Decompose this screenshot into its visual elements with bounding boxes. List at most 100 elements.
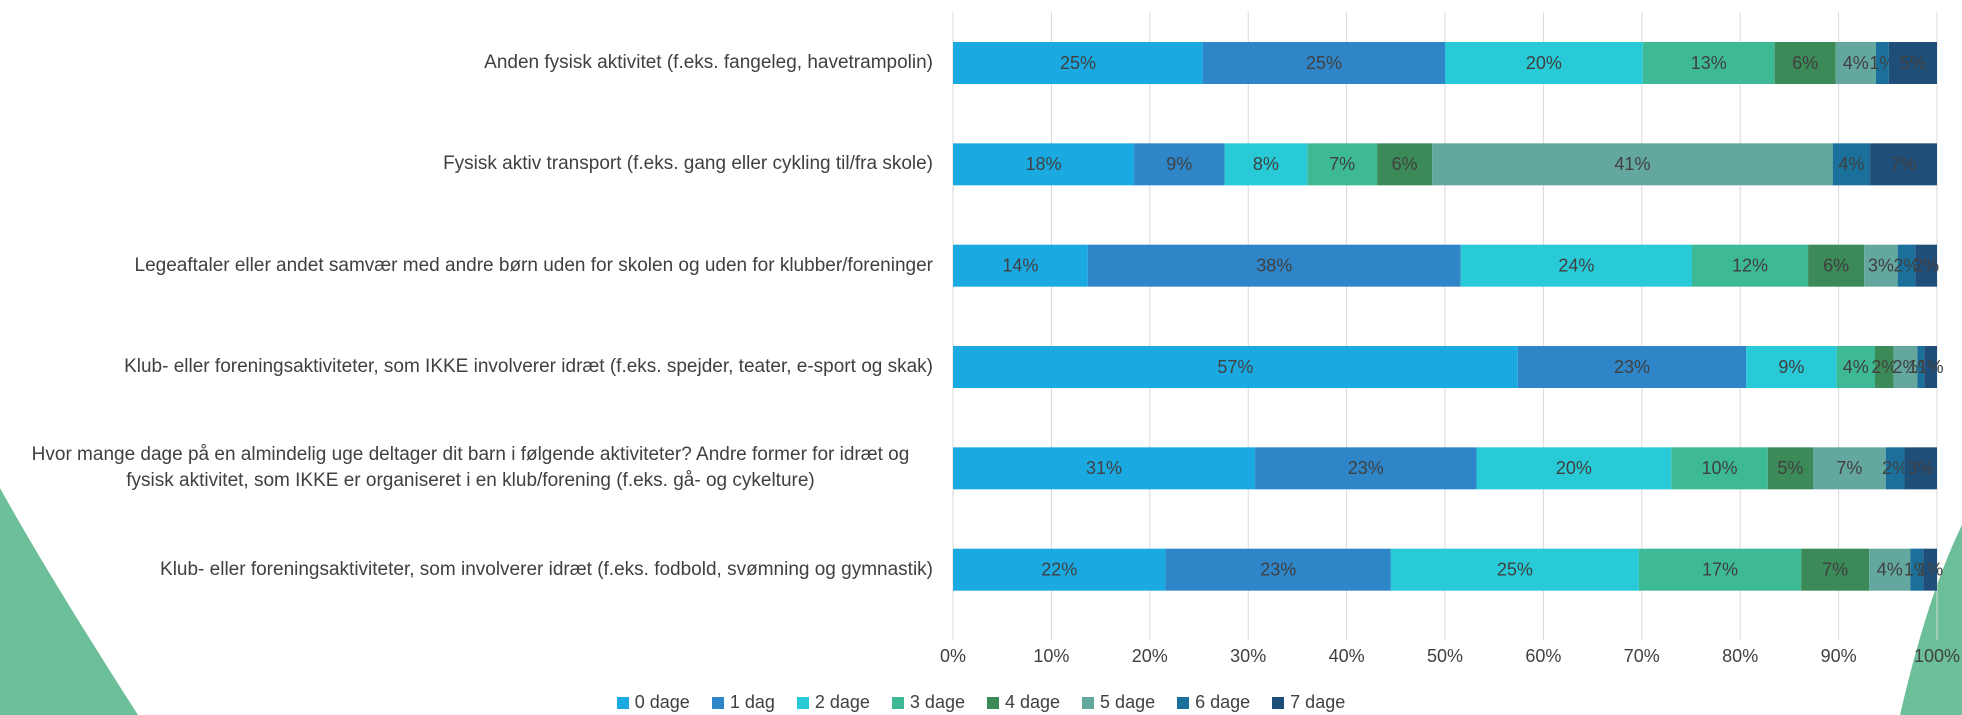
data-label: 17% bbox=[1702, 559, 1738, 579]
bar-segment bbox=[953, 42, 1203, 84]
data-label: 2% bbox=[1882, 458, 1908, 478]
bar-segment bbox=[1476, 447, 1672, 490]
bar-segment bbox=[953, 143, 1135, 186]
bar-segment bbox=[1835, 42, 1876, 84]
category-label: Klub- eller foreningsaktiviteter, som IK… bbox=[8, 337, 933, 397]
bar-segment bbox=[1869, 548, 1911, 591]
decoration bbox=[1900, 525, 1962, 715]
legend-item: 5 dage bbox=[1082, 692, 1155, 713]
bar-segment bbox=[1924, 346, 1937, 388]
bar-segment bbox=[1774, 42, 1836, 84]
bar-segment bbox=[1864, 244, 1898, 287]
bar-segment bbox=[1904, 447, 1937, 490]
bar-segment bbox=[1691, 244, 1809, 287]
bar-segment bbox=[1893, 346, 1918, 388]
bar-segment bbox=[1517, 346, 1747, 388]
bar-segment bbox=[953, 447, 1256, 490]
bar-segment bbox=[1307, 143, 1378, 186]
legend-item: 0 dage bbox=[616, 692, 690, 713]
data-label: 23% bbox=[1260, 559, 1296, 579]
bar-segment bbox=[1875, 346, 1894, 388]
bar-segment bbox=[1923, 548, 1937, 591]
legend-swatch bbox=[1177, 696, 1190, 709]
data-label: 1% bbox=[1918, 357, 1944, 377]
legend-item: 3 dage bbox=[891, 692, 965, 713]
legend-swatch bbox=[796, 696, 809, 709]
category-text: Anden fysisk aktivitet (f.eks. fangeleg,… bbox=[484, 52, 933, 73]
data-label: 7% bbox=[1822, 559, 1848, 579]
data-label: 6% bbox=[1792, 53, 1818, 73]
x-tick-label: 0% bbox=[940, 646, 966, 666]
data-label: 3% bbox=[1908, 458, 1934, 478]
category-text: Klub- eller foreningsaktiviteter, som in… bbox=[160, 558, 933, 580]
bar-segment bbox=[1808, 244, 1865, 287]
data-label: 6% bbox=[1392, 154, 1418, 174]
data-label: 25% bbox=[1306, 53, 1342, 73]
legend-swatch bbox=[891, 696, 904, 709]
data-label: 9% bbox=[1166, 154, 1192, 174]
x-tick-label: 30% bbox=[1230, 646, 1266, 666]
legend-swatch bbox=[1082, 696, 1095, 709]
legend-swatch bbox=[616, 696, 629, 709]
data-label: 25% bbox=[1060, 53, 1096, 73]
bar-segment bbox=[1767, 447, 1814, 490]
bar-segment bbox=[1671, 447, 1768, 490]
bar-segment bbox=[1813, 447, 1886, 490]
category-text: Fysisk aktiv transport (f.eks. gang elle… bbox=[443, 153, 933, 175]
data-label: 23% bbox=[1614, 357, 1650, 377]
bar-segment bbox=[1836, 346, 1876, 388]
bar-segment bbox=[1746, 346, 1837, 388]
x-tick-label: 100% bbox=[1914, 646, 1960, 666]
bar-segment bbox=[1432, 143, 1833, 186]
x-tick-label: 10% bbox=[1033, 646, 1069, 666]
legend-label: 1 dag bbox=[729, 692, 775, 712]
category-text: Hvor mange dage på en almindelig uge del… bbox=[31, 444, 910, 492]
data-label: 4% bbox=[1843, 357, 1869, 377]
category-label: Hvor mange dage på en almindelig uge del… bbox=[8, 438, 933, 498]
legend-label: 4 dage bbox=[1004, 692, 1061, 712]
bar-segment bbox=[1897, 244, 1916, 287]
x-tick-label: 20% bbox=[1132, 646, 1168, 666]
bar-segment bbox=[1377, 143, 1433, 186]
bar-segment bbox=[953, 548, 1166, 591]
data-label: 3% bbox=[1868, 255, 1894, 275]
bar-segment bbox=[1885, 447, 1905, 490]
category-text: Legeaftaler eller andet samvær med andre… bbox=[134, 254, 933, 276]
data-label: 18% bbox=[1026, 154, 1062, 174]
bar-segment bbox=[1915, 244, 1937, 287]
data-label: 7% bbox=[1836, 458, 1862, 478]
legend-swatch bbox=[711, 696, 724, 709]
decoration bbox=[0, 488, 138, 715]
bar-segment bbox=[1870, 143, 1937, 186]
x-tick-label: 60% bbox=[1525, 646, 1561, 666]
legend-label: 0 dage bbox=[634, 692, 690, 712]
data-label: 2% bbox=[1893, 357, 1919, 377]
legend-label: 7 dage bbox=[1290, 692, 1346, 712]
data-label: 24% bbox=[1558, 255, 1594, 275]
data-label: 38% bbox=[1256, 255, 1292, 275]
data-label: 7% bbox=[1891, 154, 1917, 174]
legend-swatch bbox=[986, 696, 999, 709]
legend-label: 2 dage bbox=[814, 692, 870, 712]
x-tick-label: 40% bbox=[1329, 646, 1365, 666]
data-label: 1% bbox=[1917, 559, 1943, 579]
bar-segment bbox=[1801, 548, 1870, 591]
data-label: 8% bbox=[1253, 154, 1279, 174]
bar-segment bbox=[953, 244, 1088, 287]
bar-segment bbox=[953, 346, 1518, 388]
category-label: Klub- eller foreningsaktiviteter, som in… bbox=[8, 540, 933, 600]
x-tick-label: 80% bbox=[1722, 646, 1758, 666]
bar-segment bbox=[1134, 143, 1225, 186]
bar-segment bbox=[1390, 548, 1639, 591]
bar-segment bbox=[1087, 244, 1461, 287]
legend: 0 dage 1 dag 2 dage 3 dage 4 dage 5 dage 6 dag… bbox=[0, 692, 1962, 713]
data-label: 31% bbox=[1086, 458, 1122, 478]
x-tick-label: 90% bbox=[1821, 646, 1857, 666]
legend-item: 7 dage bbox=[1272, 692, 1345, 713]
data-label: 20% bbox=[1556, 458, 1592, 478]
data-label: 13% bbox=[1691, 53, 1727, 73]
bar-segment bbox=[1888, 42, 1937, 84]
data-label: 57% bbox=[1217, 357, 1253, 377]
